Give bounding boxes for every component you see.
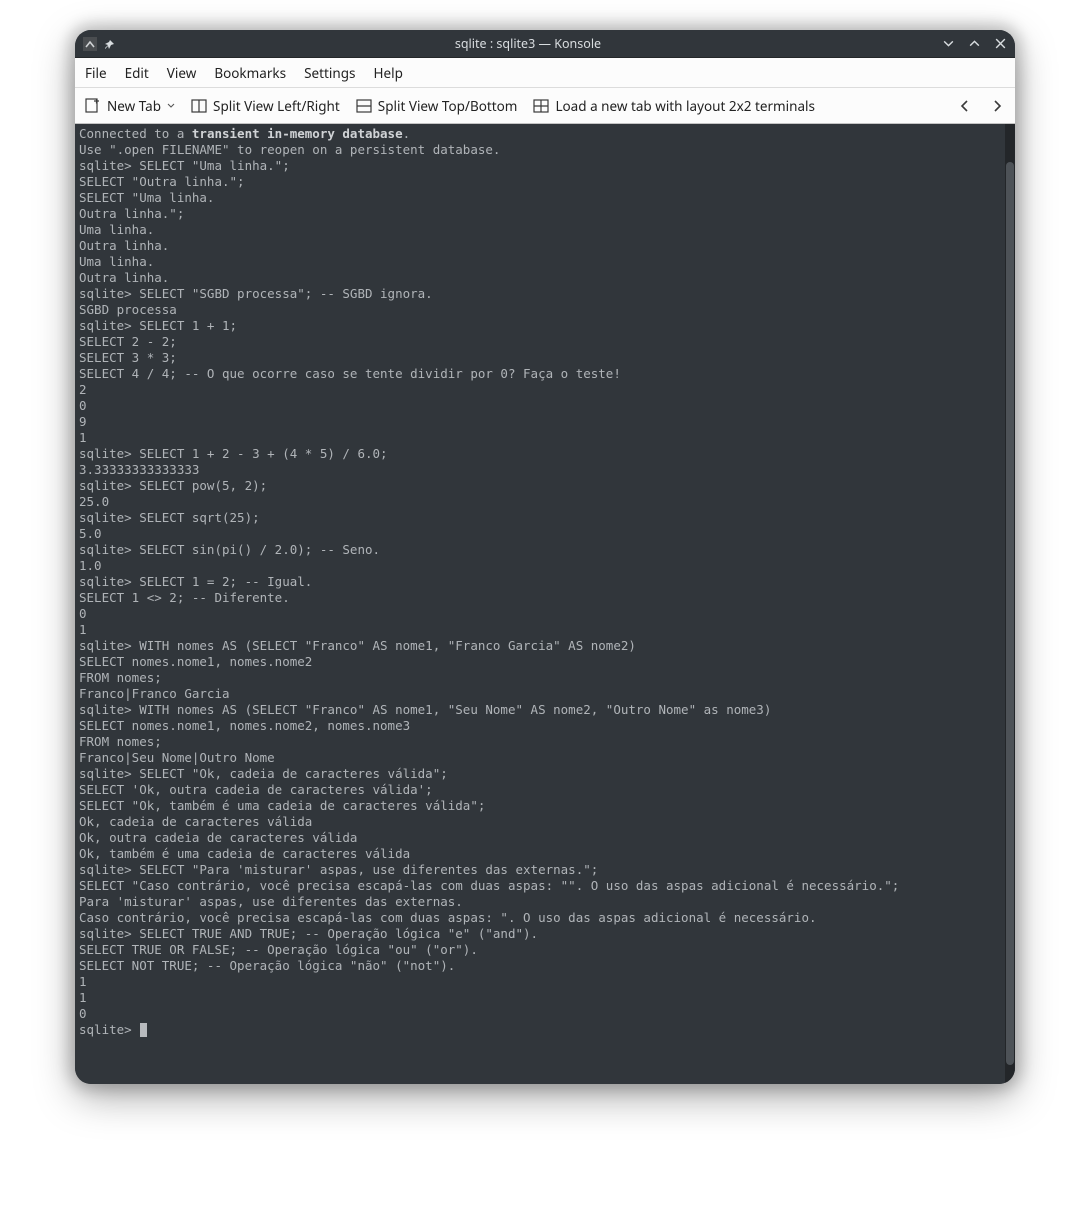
terminal-line: 1: [79, 430, 87, 445]
terminal-line: SELECT "Ok, também é uma cadeia de carac…: [79, 798, 485, 813]
terminal-line: Ok, também é uma cadeia de caracteres vá…: [79, 846, 410, 861]
new-tab-button[interactable]: New Tab: [85, 97, 175, 115]
terminal-line: 0: [79, 398, 87, 413]
split-tb-label: Split View Top/Bottom: [378, 97, 518, 115]
load-layout-label: Load a new tab with layout 2x2 terminals: [555, 97, 815, 115]
menu-help[interactable]: Help: [373, 64, 402, 82]
new-tab-label: New Tab: [107, 97, 161, 115]
menu-settings[interactable]: Settings: [304, 64, 355, 82]
terminal-line: SELECT 1 <> 2; -- Diferente.: [79, 590, 290, 605]
load-layout-button[interactable]: Load a new tab with layout 2x2 terminals: [533, 97, 815, 115]
terminal-line: sqlite> WITH nomes AS (SELECT "Franco" A…: [79, 638, 636, 653]
terminal-line: sqlite> SELECT "Ok, cadeia de caracteres…: [79, 766, 448, 781]
nav-forward-button[interactable]: [989, 98, 1005, 114]
terminal-line: 3.33333333333333: [79, 462, 199, 477]
menu-view[interactable]: View: [167, 64, 197, 82]
split-tb-icon: [356, 98, 372, 114]
split-lr-label: Split View Left/Right: [213, 97, 340, 115]
terminal-line: 1.0: [79, 558, 102, 573]
menu-bookmarks[interactable]: Bookmarks: [214, 64, 286, 82]
terminal-line: 5.0: [79, 526, 102, 541]
titlebar-left-icons: [83, 37, 115, 51]
split-tb-button[interactable]: Split View Top/Bottom: [356, 97, 518, 115]
terminal-line: sqlite> SELECT "SGBD processa"; -- SGBD …: [79, 286, 433, 301]
close-button[interactable]: [993, 37, 1007, 51]
minimize-button[interactable]: [941, 37, 955, 51]
terminal-line: sqlite> SELECT 1 = 2; -- Igual.: [79, 574, 312, 589]
terminal-line: sqlite> SELECT 1 + 2 - 3 + (4 * 5) / 6.0…: [79, 446, 388, 461]
terminal-line: Para 'misturar' aspas, use diferentes da…: [79, 894, 463, 909]
toolbar: New Tab Split View Left/Right Split View…: [75, 88, 1015, 124]
terminal-line: Uma linha.: [79, 222, 154, 237]
terminal-line: Use ".open FILENAME" to reopen on a pers…: [79, 142, 500, 157]
terminal-line: sqlite> WITH nomes AS (SELECT "Franco" A…: [79, 702, 771, 717]
window-controls: [941, 37, 1007, 51]
window-title: sqlite : sqlite3 — Konsole: [115, 35, 941, 52]
terminal-line: FROM nomes;: [79, 734, 162, 749]
cursor: [140, 1023, 147, 1037]
terminal-line: .: [403, 126, 411, 141]
app-menu-icon[interactable]: [83, 37, 97, 51]
titlebar: sqlite : sqlite3 — Konsole: [75, 30, 1015, 58]
terminal-line: FROM nomes;: [79, 670, 162, 685]
nav-back-button[interactable]: [957, 98, 973, 114]
terminal-line: SELECT 2 - 2;: [79, 334, 177, 349]
menu-file[interactable]: File: [85, 64, 107, 82]
pin-icon[interactable]: [103, 38, 115, 50]
terminal-line: 0: [79, 1006, 87, 1021]
terminal-line: SELECT 'Ok, outra cadeia de caracteres v…: [79, 782, 433, 797]
split-lr-icon: [191, 98, 207, 114]
terminal-line: Caso contrário, você precisa escapá-las …: [79, 910, 817, 925]
terminal-prompt: sqlite>: [79, 1022, 139, 1037]
terminal-line: SELECT "Uma linha.: [79, 190, 214, 205]
split-lr-button[interactable]: Split View Left/Right: [191, 97, 340, 115]
terminal-line-bold: transient in-memory database: [192, 126, 403, 141]
terminal-line: Ok, cadeia de caracteres válida: [79, 814, 312, 829]
terminal-line: Franco|Franco Garcia: [79, 686, 230, 701]
terminal-line: 0: [79, 606, 87, 621]
terminal-line: SELECT nomes.nome1, nomes.nome2, nomes.n…: [79, 718, 410, 733]
menu-edit[interactable]: Edit: [125, 64, 149, 82]
terminal-line: 1: [79, 974, 87, 989]
terminal-line: sqlite> SELECT pow(5, 2);: [79, 478, 267, 493]
terminal-line: Outra linha.";: [79, 206, 184, 221]
terminal-line: 1: [79, 622, 87, 637]
terminal-line: SELECT TRUE OR FALSE; -- Operação lógica…: [79, 942, 478, 957]
terminal-line: SELECT 4 / 4; -- O que ocorre caso se te…: [79, 366, 621, 381]
terminal-line: sqlite> SELECT TRUE AND TRUE; -- Operaçã…: [79, 926, 538, 941]
terminal-line: Franco|Seu Nome|Outro Nome: [79, 750, 275, 765]
terminal-line: sqlite> SELECT "Para 'misturar' aspas, u…: [79, 862, 598, 877]
terminal-line: SELECT "Outra linha.";: [79, 174, 245, 189]
terminal-line: Uma linha.: [79, 254, 154, 269]
terminal-area[interactable]: Connected to a transient in-memory datab…: [75, 124, 1015, 1084]
menubar: File Edit View Bookmarks Settings Help: [75, 58, 1015, 88]
terminal-line: Ok, outra cadeia de caracteres válida: [79, 830, 357, 845]
scrollbar-thumb[interactable]: [1006, 162, 1014, 1064]
terminal-line: 9: [79, 414, 87, 429]
grid-icon: [533, 98, 549, 114]
scrollbar[interactable]: [1005, 124, 1015, 1084]
terminal-line: Outra linha.: [79, 238, 169, 253]
terminal-line: SELECT nomes.nome1, nomes.nome2: [79, 654, 312, 669]
chevron-down-icon: [167, 102, 175, 110]
terminal-line: sqlite> SELECT 1 + 1;: [79, 318, 237, 333]
new-tab-icon: [85, 98, 101, 114]
terminal-line: 2: [79, 382, 87, 397]
terminal-line: sqlite> SELECT sin(pi() / 2.0); -- Seno.: [79, 542, 380, 557]
terminal-line: Connected to a: [79, 126, 192, 141]
terminal-line: Outra linha.: [79, 270, 169, 285]
terminal-line: 1: [79, 990, 87, 1005]
terminal-line: sqlite> SELECT sqrt(25);: [79, 510, 260, 525]
terminal-line: 25.0: [79, 494, 109, 509]
terminal-line: SELECT 3 * 3;: [79, 350, 177, 365]
terminal-line: SELECT NOT TRUE; -- Operação lógica "não…: [79, 958, 455, 973]
terminal-line: sqlite> SELECT "Uma linha.";: [79, 158, 290, 173]
terminal-line: SELECT "Caso contrário, você precisa esc…: [79, 878, 899, 893]
konsole-window: sqlite : sqlite3 — Konsole File Edit Vie…: [75, 30, 1015, 1084]
maximize-button[interactable]: [967, 37, 981, 51]
terminal-line: SGBD processa: [79, 302, 177, 317]
